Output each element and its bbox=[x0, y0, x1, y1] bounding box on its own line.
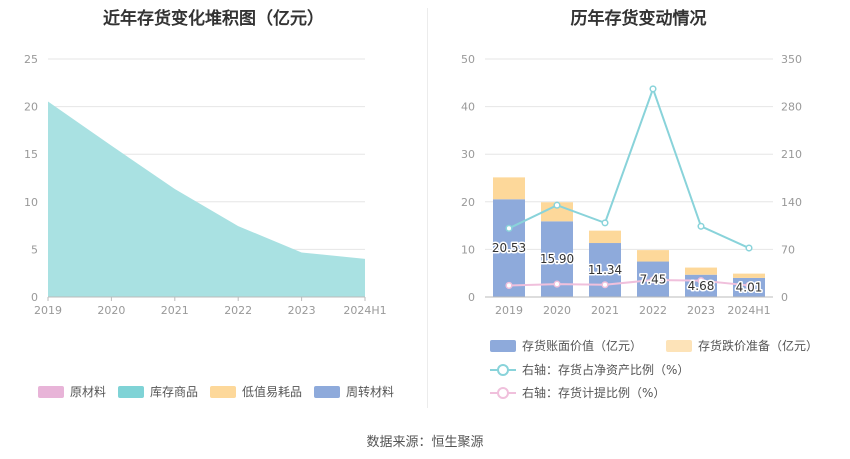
x-tick-label-right: 2019 bbox=[495, 304, 523, 317]
legend-swatch bbox=[314, 385, 341, 398]
legend-swatch bbox=[490, 339, 516, 352]
line-point-provision-ratio bbox=[505, 281, 513, 289]
legend-item-low-value-consumables[interactable]: 低值易耗品 bbox=[210, 383, 302, 400]
bar-data-label: 7.45 bbox=[640, 272, 667, 286]
legend-item-impairment[interactable]: 存货跌价准备（亿元） bbox=[666, 337, 818, 354]
y-tick-label-left: 15 bbox=[24, 148, 38, 161]
y-tick-label-left: 20 bbox=[24, 101, 38, 114]
bar-impairment bbox=[733, 273, 765, 278]
line-series-net-asset-ratio bbox=[508, 85, 750, 249]
legend-label: 存货账面价值（亿元） bbox=[522, 339, 643, 353]
legend-swatch bbox=[118, 385, 145, 398]
y-tick-label-right-axis: 0 bbox=[781, 291, 788, 304]
legend-item-revolving-materials[interactable]: 周转材料 bbox=[314, 383, 394, 400]
legend-label: 存货跌价准备（亿元） bbox=[698, 339, 819, 353]
legend-line-marker bbox=[490, 363, 516, 376]
right-chart-title: 历年存货变动情况 bbox=[570, 9, 707, 29]
bar-impairment bbox=[493, 177, 525, 200]
bar-data-label: 20.53 bbox=[492, 241, 526, 255]
y-tick-label-left: 10 bbox=[24, 196, 38, 209]
x-tick-label-left: 2020 bbox=[97, 304, 125, 317]
legend-item-finished-goods[interactable]: 库存商品 bbox=[118, 383, 198, 400]
panel-divider bbox=[427, 8, 428, 408]
line-point-provision-ratio bbox=[697, 277, 705, 285]
x-tick-label-right: 2021 bbox=[591, 304, 619, 317]
right-legend-row-2: 右轴：存货占净资产比例（%） bbox=[490, 361, 701, 378]
line-point-net-asset-ratio bbox=[745, 244, 753, 252]
y-tick-label-left: 5 bbox=[31, 243, 38, 256]
y-tick-label-left: 0 bbox=[31, 291, 38, 304]
x-tick-label-left: 2019 bbox=[34, 304, 62, 317]
y-tick-label-right-axis: 210 bbox=[781, 148, 802, 161]
bar-data-label: 4.68 bbox=[688, 279, 715, 293]
x-tick-label-right: 2020 bbox=[543, 304, 571, 317]
left-legend: 原材料 库存商品 低值易耗品 周转材料 bbox=[38, 383, 406, 400]
x-tick-label-right: 2023 bbox=[687, 304, 715, 317]
bar-book-value bbox=[493, 199, 525, 297]
line-point-net-asset-ratio bbox=[505, 224, 513, 232]
bar-impairment bbox=[589, 230, 621, 244]
line-point-provision-ratio bbox=[553, 280, 561, 288]
legend-item-book-value[interactable]: 存货账面价值（亿元） bbox=[490, 337, 642, 354]
y-tick-label-left-axis: 0 bbox=[468, 291, 475, 304]
y-tick-label-right-axis: 350 bbox=[781, 53, 802, 66]
y-tick-label-right-axis: 70 bbox=[781, 243, 795, 256]
y-tick-label-left-axis: 50 bbox=[461, 53, 475, 66]
line-point-net-asset-ratio bbox=[697, 222, 705, 230]
line-point-net-asset-ratio bbox=[553, 201, 561, 209]
legend-label: 原材料 bbox=[70, 385, 107, 399]
x-tick-label-left: 2021 bbox=[161, 304, 189, 317]
y-tick-label-left-axis: 10 bbox=[461, 243, 475, 256]
legend-label: 低值易耗品 bbox=[242, 385, 303, 399]
y-tick-label-right-axis: 280 bbox=[781, 101, 802, 114]
line-point-provision-ratio bbox=[601, 281, 609, 289]
y-tick-label-left-axis: 40 bbox=[461, 101, 475, 114]
area-series-finished-goods bbox=[48, 101, 365, 297]
y-tick-label-left: 25 bbox=[24, 53, 38, 66]
line-point-provision-ratio bbox=[745, 281, 753, 289]
right-legend-row-3: 右轴：存货计提比例（%） bbox=[490, 384, 677, 401]
x-tick-label-left: 2024H1 bbox=[343, 304, 386, 317]
legend-label: 右轴：存货占净资产比例（%） bbox=[522, 363, 690, 377]
legend-line-marker bbox=[490, 386, 516, 399]
y-tick-label-left-axis: 30 bbox=[461, 148, 475, 161]
legend-item-raw-material[interactable]: 原材料 bbox=[38, 383, 106, 400]
x-tick-label-left: 2023 bbox=[288, 304, 316, 317]
line-series-provision-ratio bbox=[508, 278, 750, 287]
legend-label: 库存商品 bbox=[150, 385, 199, 399]
legend-item-net-asset-ratio[interactable]: 右轴：存货占净资产比例（%） bbox=[490, 361, 689, 378]
bar-data-label: 4.01 bbox=[736, 280, 763, 294]
bar-data-label: 15.90 bbox=[540, 252, 574, 266]
legend-label: 右轴：存货计提比例（%） bbox=[522, 386, 666, 400]
bar-impairment bbox=[637, 250, 669, 262]
right-legend-row-1: 存货账面价值（亿元） 存货跌价准备（亿元） bbox=[490, 337, 830, 354]
x-tick-label-left: 2022 bbox=[224, 304, 252, 317]
legend-swatch bbox=[210, 385, 237, 398]
legend-swatch bbox=[666, 339, 693, 352]
line-point-net-asset-ratio bbox=[601, 219, 609, 227]
data-source-footer: 数据来源：恒生聚源 bbox=[366, 435, 484, 450]
line-point-net-asset-ratio bbox=[649, 85, 657, 93]
x-tick-label-right: 2022 bbox=[639, 304, 667, 317]
bar-impairment bbox=[685, 267, 717, 275]
legend-item-provision-ratio[interactable]: 右轴：存货计提比例（%） bbox=[490, 384, 665, 401]
y-tick-label-right-axis: 140 bbox=[781, 196, 802, 209]
bar-data-label: 11.34 bbox=[588, 263, 622, 277]
line-point-provision-ratio bbox=[649, 276, 657, 284]
x-tick-label-right: 2024H1 bbox=[727, 304, 770, 317]
y-tick-label-left-axis: 20 bbox=[461, 196, 475, 209]
bar-impairment bbox=[541, 202, 573, 222]
legend-label: 周转材料 bbox=[346, 385, 395, 399]
legend-swatch bbox=[38, 385, 64, 398]
left-chart-title: 近年存货变化堆积图（亿元） bbox=[103, 9, 324, 29]
